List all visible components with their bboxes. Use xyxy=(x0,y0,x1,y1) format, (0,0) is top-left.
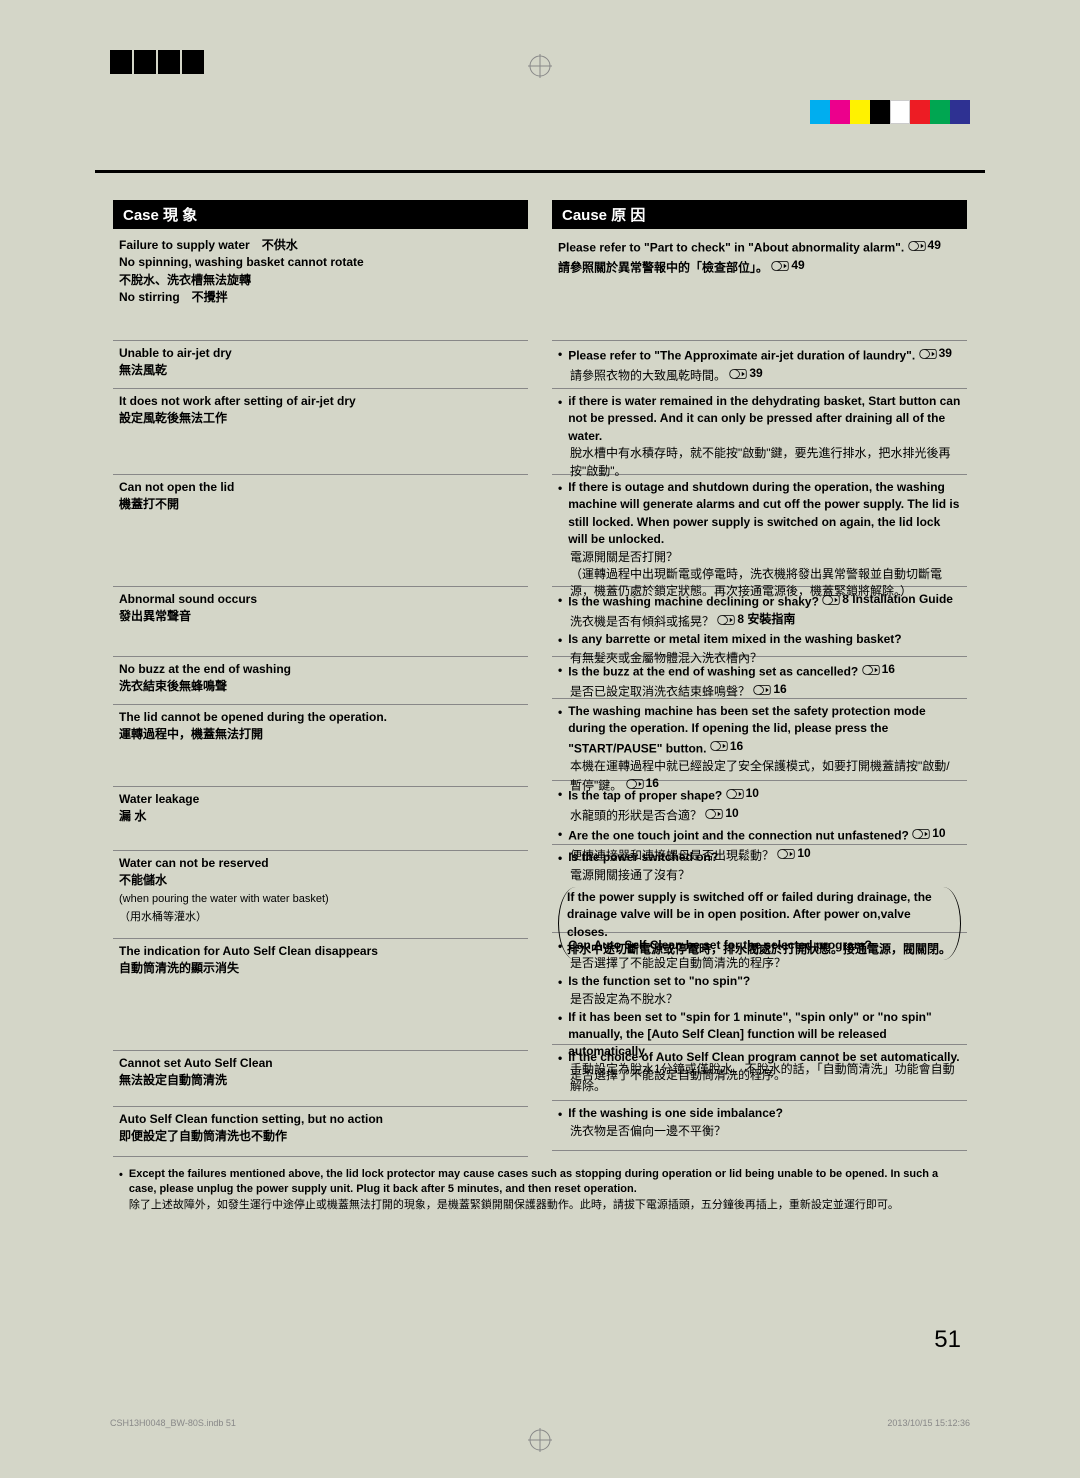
cause-item: 洗衣物是否偏向一邊不平衡？ xyxy=(558,1123,961,1140)
case-row: Cannot set Auto Self Clean無法設定自動筒清洗 xyxy=(113,1051,528,1107)
page-ref-icon: 39 xyxy=(919,345,952,362)
cause-row: The washing machine has been set the saf… xyxy=(552,699,967,781)
page-ref-icon: 16 xyxy=(753,681,786,698)
cause-item: If there is outage and shutdown during t… xyxy=(558,479,961,549)
footnote: Except the failures mentioned above, the… xyxy=(113,1167,967,1213)
cause-row: Can Auto Self Clean be set for the selec… xyxy=(552,933,967,1045)
crop-mark-top xyxy=(528,54,552,84)
top-rule xyxy=(95,170,985,173)
case-row: Auto Self Clean function setting, but no… xyxy=(113,1107,528,1157)
cause-item: 洗衣機是否有傾斜或搖晃？ 8 安裝指南 xyxy=(558,611,961,631)
case-row: The lid cannot be opened during the oper… xyxy=(113,705,528,787)
case-column: Case 現 象 Failure to supply water 不供水No s… xyxy=(113,200,528,1157)
case-row: The indication for Auto Self Clean disap… xyxy=(113,939,528,1051)
cause-item: Can Auto Self Clean be set for the selec… xyxy=(558,937,961,955)
cause-header: Cause 原 因 xyxy=(552,200,967,229)
cause-item: Are the one touch joint and the connecti… xyxy=(558,825,961,845)
cause-item: Is any barrette or metal item mixed in t… xyxy=(558,631,961,649)
cause-row: If the washing is one side imbalance?洗衣物… xyxy=(552,1101,967,1151)
page-ref-icon: 16 xyxy=(710,738,743,755)
cause-row: Is the washing machine declining or shak… xyxy=(552,587,967,657)
case-row: It does not work after setting of air-je… xyxy=(113,389,528,475)
cause-item: Is the function set to "no spin"? xyxy=(558,973,961,991)
cause-item: 電源開關是否打開？ xyxy=(558,549,961,566)
case-row: No buzz at the end of washing洗衣結束後無蜂鳴聲 xyxy=(113,657,528,705)
cause-column: Cause 原 因 Please refer to "Part to check… xyxy=(552,200,967,1157)
case-row: Abnormal sound occurs發出異常聲音 xyxy=(113,587,528,657)
footer-right: 2013/10/15 15:12:36 xyxy=(887,1418,970,1428)
cause-row: Is the tap of proper shape? 10水龍頭的形狀是否合適… xyxy=(552,781,967,845)
cause-row: Please refer to "Part to check" in "Abou… xyxy=(552,233,967,341)
page-ref-icon: 10 xyxy=(912,825,945,842)
case-row: Water can not be reserved不能儲水(when pouri… xyxy=(113,851,528,939)
cause-row: Please refer to "The Approximate air-jet… xyxy=(552,341,967,389)
cause-item: Please refer to "The Approximate air-jet… xyxy=(558,345,961,365)
cause-item: 請參照關於異常警報中的「檢查部位」。 49 xyxy=(558,257,961,277)
page-ref-icon: 16 xyxy=(862,661,895,678)
cause-item: If the choice of Auto Self Clean program… xyxy=(558,1049,961,1067)
cause-item: Is the power switched on? xyxy=(558,849,961,867)
cause-item: If the washing is one side imbalance? xyxy=(558,1105,961,1123)
cause-row: If there is outage and shutdown during t… xyxy=(552,475,967,587)
page-number: 51 xyxy=(934,1326,961,1354)
cause-item: if there is water remained in the dehydr… xyxy=(558,393,961,445)
cause-item: Please refer to "Part to check" in "Abou… xyxy=(558,237,961,257)
page-ref-icon: 10 xyxy=(726,785,759,802)
page-ref-icon: 8 Installation Guide xyxy=(822,591,953,608)
page-ref-icon: 49 xyxy=(771,257,804,274)
cause-item: 水龍頭的形狀是否合適？ 10 xyxy=(558,805,961,825)
cause-item: 請參照衣物的大致風乾時間。 39 xyxy=(558,365,961,385)
density-bars xyxy=(110,50,204,74)
cause-row: Is the power switched on?電源開關接通了沒有？If th… xyxy=(552,845,967,933)
page-ref-icon: 8 安裝指南 xyxy=(717,611,795,628)
cause-row: Is the buzz at the end of washing set as… xyxy=(552,657,967,699)
page-ref-icon: 49 xyxy=(908,237,941,254)
case-row: Unable to air-jet dry無法風乾 xyxy=(113,341,528,389)
cause-item: Is the buzz at the end of washing set as… xyxy=(558,661,961,681)
case-header: Case 現 象 xyxy=(113,200,528,229)
page-ref-icon: 39 xyxy=(729,365,762,382)
case-row: Can not open the lid機蓋打不開 xyxy=(113,475,528,587)
footer-left: CSH13H0048_BW-80S.indb 51 xyxy=(110,1418,236,1428)
case-row: Water leakage漏 水 xyxy=(113,787,528,851)
cause-item: Is the tap of proper shape? 10 xyxy=(558,785,961,805)
cause-row: if there is water remained in the dehydr… xyxy=(552,389,967,475)
cause-item: Is the washing machine declining or shak… xyxy=(558,591,961,611)
cause-item: The washing machine has been set the saf… xyxy=(558,703,961,758)
cause-item: 是否設定為不脫水？ xyxy=(558,991,961,1008)
cause-item: 電源開關接通了沒有？ xyxy=(558,867,961,884)
crop-mark-bottom xyxy=(528,1428,552,1457)
page-content: Case 現 象 Failure to supply water 不供水No s… xyxy=(95,180,985,1358)
color-swatch xyxy=(810,100,970,124)
case-row: Failure to supply water 不供水No spinning, … xyxy=(113,233,528,341)
page-ref-icon: 10 xyxy=(705,805,738,822)
